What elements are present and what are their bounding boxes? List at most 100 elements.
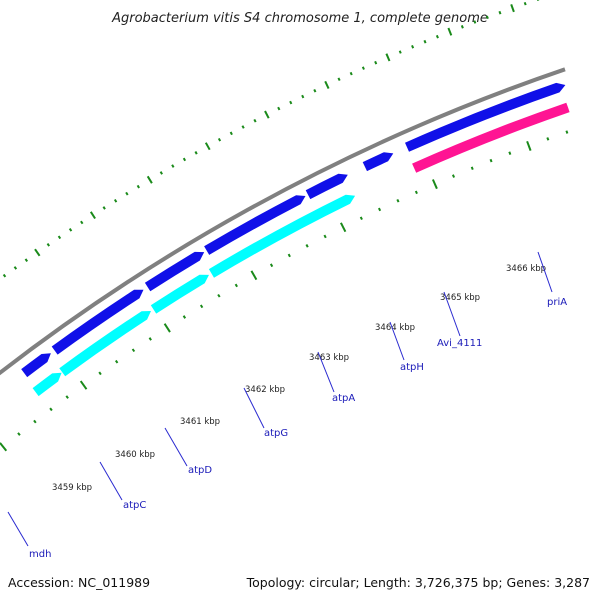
gene-label[interactable]: atpD bbox=[188, 465, 212, 476]
tick-mark bbox=[253, 118, 257, 123]
tick-mark bbox=[241, 125, 245, 129]
tick-mark bbox=[485, 15, 489, 20]
forward-gene-arrow bbox=[204, 195, 306, 255]
ruler-tick bbox=[250, 270, 258, 281]
ruler-tick bbox=[49, 407, 53, 412]
ruler-tick bbox=[451, 174, 456, 178]
tick-mark bbox=[498, 10, 502, 15]
gene-label[interactable]: atpC bbox=[123, 500, 146, 511]
gene-label[interactable]: atpG bbox=[264, 428, 288, 439]
forward-gene-arrow bbox=[362, 152, 394, 172]
tick-mark bbox=[385, 53, 391, 62]
forward-gene-arrow bbox=[59, 311, 151, 377]
gene-labels: mdh atpC atpD atpG atpA atpH Avi_4111 priA bbox=[7, 251, 567, 560]
forward-gene-arrow bbox=[51, 289, 144, 355]
tick-mark bbox=[136, 184, 140, 189]
gene-leader-line bbox=[7, 511, 29, 547]
ruler-tick bbox=[305, 244, 309, 248]
tick-mark bbox=[398, 50, 402, 54]
ruler-tick bbox=[287, 253, 291, 258]
tick-mark bbox=[374, 60, 378, 65]
gene-leader-line bbox=[537, 251, 553, 293]
accession-text: Accession: NC_011989 bbox=[8, 575, 150, 590]
ruler-tick bbox=[234, 283, 238, 288]
kbp-label: 3465 kbp bbox=[440, 293, 480, 303]
tick-mark bbox=[113, 198, 118, 203]
ruler-tick bbox=[431, 179, 438, 190]
ruler-tick bbox=[526, 140, 532, 151]
forward-gene-arrow bbox=[150, 274, 209, 314]
ruler-tick bbox=[323, 234, 327, 239]
ruler-tick bbox=[182, 315, 187, 319]
ruler-tick bbox=[340, 222, 347, 233]
tick-mark bbox=[89, 211, 96, 220]
forward-gene-arrow bbox=[405, 82, 566, 152]
tick-mark bbox=[264, 110, 270, 119]
gene-label[interactable]: Avi_4111 bbox=[437, 338, 482, 349]
tick-mark bbox=[125, 191, 129, 196]
ruler-tick bbox=[217, 293, 221, 298]
ruler-tick bbox=[508, 151, 512, 155]
tick-mark bbox=[13, 266, 18, 270]
ruler-tick bbox=[199, 304, 204, 309]
forward-gene-arrow bbox=[305, 173, 348, 200]
tick-mark bbox=[102, 206, 106, 210]
ruler-tick bbox=[33, 419, 37, 424]
gene-label[interactable]: mdh bbox=[29, 549, 51, 560]
forward-gene-arrow bbox=[21, 353, 51, 378]
ruler-tick bbox=[98, 371, 102, 376]
gene-label[interactable]: priA bbox=[547, 297, 567, 308]
kbp-ruler: 3459 kbp 3460 kbp 3461 kbp 3462 kbp 3463 kbp… bbox=[0, 130, 569, 493]
tick-mark bbox=[24, 258, 29, 262]
ruler-tick bbox=[0, 442, 8, 452]
kbp-label: 3463 kbp bbox=[309, 353, 349, 363]
ruler-tick bbox=[79, 380, 88, 390]
tick-mark bbox=[537, 0, 540, 2]
tick-mark bbox=[159, 171, 163, 175]
tick-mark bbox=[68, 228, 73, 232]
ruler-tick bbox=[269, 263, 274, 268]
tick-mark bbox=[2, 273, 7, 278]
tick-mark bbox=[349, 71, 353, 76]
tick-mark bbox=[447, 27, 453, 36]
gene-leader-line bbox=[443, 291, 461, 337]
ruler-tick bbox=[131, 348, 136, 353]
tick-mark bbox=[182, 157, 187, 162]
ruler-tick bbox=[148, 337, 152, 341]
gene-label[interactable]: atpH bbox=[400, 362, 424, 373]
tick-mark bbox=[313, 88, 317, 93]
ruler-tick bbox=[163, 323, 171, 333]
ruler-tick bbox=[470, 166, 474, 170]
tick-mark bbox=[46, 243, 51, 247]
ruler-tick bbox=[489, 158, 493, 163]
tick-mark bbox=[301, 94, 305, 99]
feature-track bbox=[21, 82, 570, 397]
tick-mark bbox=[229, 131, 233, 136]
tick-mark bbox=[423, 39, 427, 44]
tick-mark bbox=[324, 80, 330, 90]
summary-text: Topology: circular; Length: 3,726,375 bp… bbox=[246, 575, 590, 590]
gene-leader-line bbox=[243, 387, 265, 429]
tick-mark bbox=[194, 151, 198, 155]
kbp-label: 3461 kbp bbox=[180, 417, 220, 427]
ruler-tick bbox=[377, 207, 382, 212]
genome-backbone bbox=[0, 67, 566, 376]
ruler-tick bbox=[565, 130, 569, 134]
ruler-tick bbox=[396, 198, 400, 203]
kbp-label: 3462 kbp bbox=[245, 385, 285, 395]
tick-mark bbox=[411, 45, 415, 49]
tick-mark bbox=[523, 1, 527, 6]
ruler-tick bbox=[359, 216, 363, 221]
forward-gene-arrow bbox=[32, 372, 62, 397]
kbp-label: 3466 kbp bbox=[506, 264, 546, 274]
gene-label[interactable]: atpA bbox=[332, 393, 355, 404]
gene-leader-line bbox=[99, 461, 123, 501]
forward-gene-arrow bbox=[144, 251, 205, 292]
ruler-tick bbox=[17, 432, 21, 436]
tick-mark bbox=[217, 137, 222, 142]
tick-mark bbox=[337, 77, 341, 82]
tick-mark bbox=[473, 20, 477, 24]
kbp-label: 3459 kbp bbox=[52, 483, 92, 493]
tick-mark bbox=[171, 164, 175, 168]
